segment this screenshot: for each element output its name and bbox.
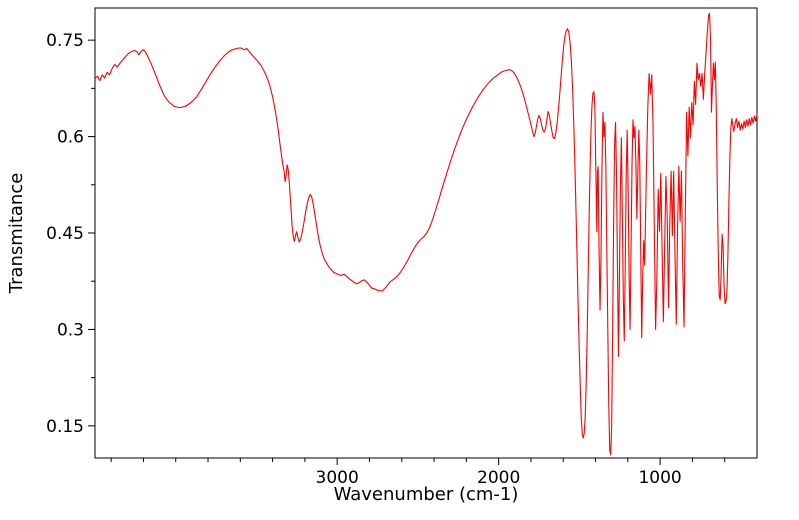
y-axis-label: Transmitance [6, 173, 27, 295]
spectrum-line [94, 12, 758, 456]
x-tick-label: 2000 [477, 468, 520, 488]
axis-ticks [88, 39, 726, 465]
x-tick-label: 1000 [638, 468, 681, 488]
y-tick-label: 0.3 [57, 320, 84, 340]
x-axis-label: Wavenumber (cm-1) [334, 484, 519, 505]
y-tick-label: 0.6 [57, 128, 84, 148]
axis-tick-labels: 3000 2000 1000 0.15 0.3 0.45 0.6 0.75 [46, 31, 682, 488]
y-tick-label: 0.75 [46, 31, 84, 51]
y-tick-label: 0.15 [46, 417, 84, 437]
y-tick-label: 0.45 [46, 224, 84, 244]
x-tick-label: 3000 [316, 468, 359, 488]
